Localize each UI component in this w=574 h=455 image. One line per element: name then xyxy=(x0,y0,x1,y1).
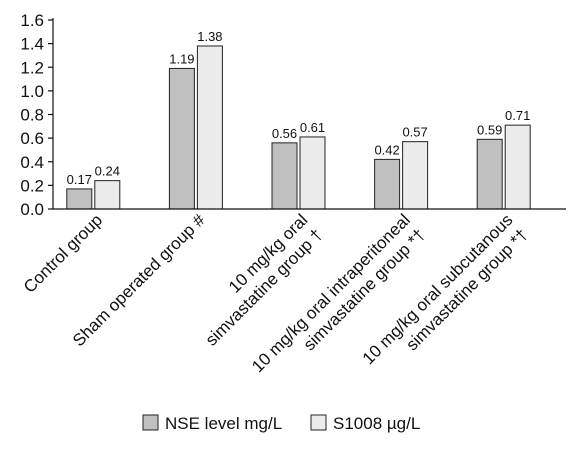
bars xyxy=(66,45,531,210)
bar-nse xyxy=(168,67,195,210)
bar-nse xyxy=(374,158,401,210)
legend: NSE level mg/L S1008 µg/L xyxy=(142,414,420,433)
y-axis: 0.0 0.2 0.4 0.6 0.8 1.0 1.2 1.4 1.6 xyxy=(20,11,54,219)
value-label: 0.56 xyxy=(272,126,297,141)
legend-swatch-nse xyxy=(142,414,159,431)
legend-label-nse: NSE level mg/L xyxy=(165,414,282,433)
y-tick-label: 0.0 xyxy=(20,200,44,219)
value-label: 0.17 xyxy=(67,172,92,187)
bar-nse xyxy=(476,138,503,210)
value-label: 0.42 xyxy=(374,142,399,157)
bar-s1008 xyxy=(299,136,326,210)
y-tick-label: 1.6 xyxy=(20,11,44,30)
bar-s1008 xyxy=(402,141,429,210)
bar-nse xyxy=(271,142,298,210)
value-label: 0.57 xyxy=(402,125,427,140)
value-label: 0.59 xyxy=(477,122,502,137)
bar-nse xyxy=(66,188,93,210)
bar-s1008 xyxy=(94,180,121,210)
category-label-line: Control group xyxy=(20,210,106,296)
value-label: 1.19 xyxy=(169,51,194,66)
category-label: Control group xyxy=(20,210,106,296)
value-label: 0.61 xyxy=(300,120,325,135)
y-tick-label: 0.6 xyxy=(20,129,44,148)
y-tick-label: 0.4 xyxy=(20,153,44,172)
y-tick-label: 1.4 xyxy=(20,35,44,54)
legend-label-s1008: S1008 µg/L xyxy=(333,414,420,433)
bar-s1008 xyxy=(196,45,223,210)
value-labels: 0.170.24 1.191.38 0.56 0.61 0.420.57 0.590.71 xyxy=(67,29,531,187)
y-tick-label: 0.2 xyxy=(20,176,44,195)
y-tick-label: 1.2 xyxy=(20,58,44,77)
legend-swatch-s1008 xyxy=(310,414,327,431)
y-tick-label: 1.0 xyxy=(20,82,44,101)
bar-s1008 xyxy=(504,124,531,210)
value-label: 0.71 xyxy=(505,108,530,123)
y-tick-label: 0.8 xyxy=(20,106,44,125)
value-label: 0.24 xyxy=(95,164,120,179)
value-label: 1.38 xyxy=(197,29,222,44)
